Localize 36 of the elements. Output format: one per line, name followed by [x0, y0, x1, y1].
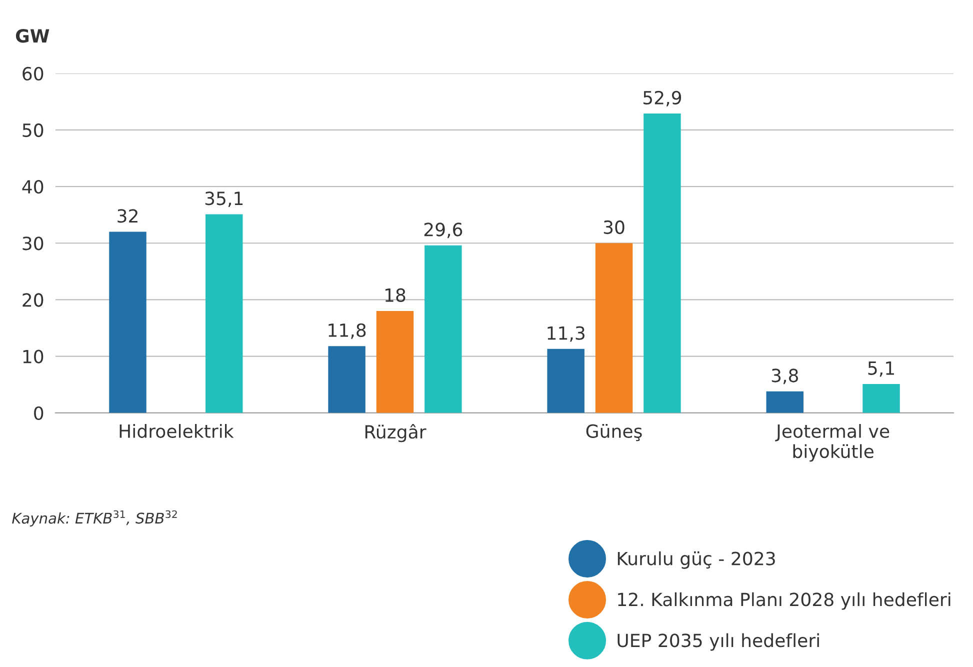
- text: Kaynak: ETKB$^{31}$, SBB$^{32}$: [12, 510, 177, 527]
- x-tick-label: Rüzgâr: [365, 424, 426, 442]
- bar: [109, 232, 146, 413]
- y-tick-label: 50: [22, 123, 44, 138]
- bar: [328, 346, 366, 413]
- data-label: 5,1: [868, 362, 894, 377]
- bar: [766, 391, 804, 413]
- y-tick-label: 20: [22, 293, 44, 307]
- data-label: 29,6: [424, 222, 462, 238]
- x-tick-label: Hidroelektrik: [120, 424, 234, 438]
- data-label: 18: [385, 288, 406, 302]
- bar: [644, 114, 681, 413]
- x-tick-label: Jeotermal ve biyokütle: [775, 424, 890, 462]
- data-label: 3,8: [772, 368, 798, 384]
- x-tick-label: Güneş: [586, 424, 642, 442]
- y-tick-label: 40: [22, 180, 44, 194]
- legend-label: 12. Kalkınma Planı 2028 yılı hedefleri: [618, 592, 950, 610]
- data-label: 11,8: [328, 323, 366, 339]
- legend-label: Kurulu güç - 2023: [618, 551, 775, 569]
- data-label: 52,9: [644, 90, 682, 106]
- data-label: 30: [604, 220, 624, 234]
- y-tick-label: 60: [22, 66, 44, 80]
- bar: [424, 245, 462, 413]
- y-tick-label: 0: [34, 406, 44, 420]
- legend-label: UEP 2035 yılı hedefleri: [618, 633, 819, 651]
- data-label: 35,1: [205, 192, 243, 208]
- bar: [595, 243, 633, 413]
- y-axis-title: GW: [16, 29, 50, 43]
- data-label: 11,3: [548, 326, 584, 342]
- bar: [862, 384, 900, 413]
- bar: [206, 214, 243, 413]
- bar: [376, 311, 414, 413]
- y-tick-label: 30: [22, 236, 44, 250]
- bar: [547, 348, 584, 413]
- y-tick-label: 10: [23, 350, 44, 364]
- data-label: 32: [118, 209, 138, 223]
